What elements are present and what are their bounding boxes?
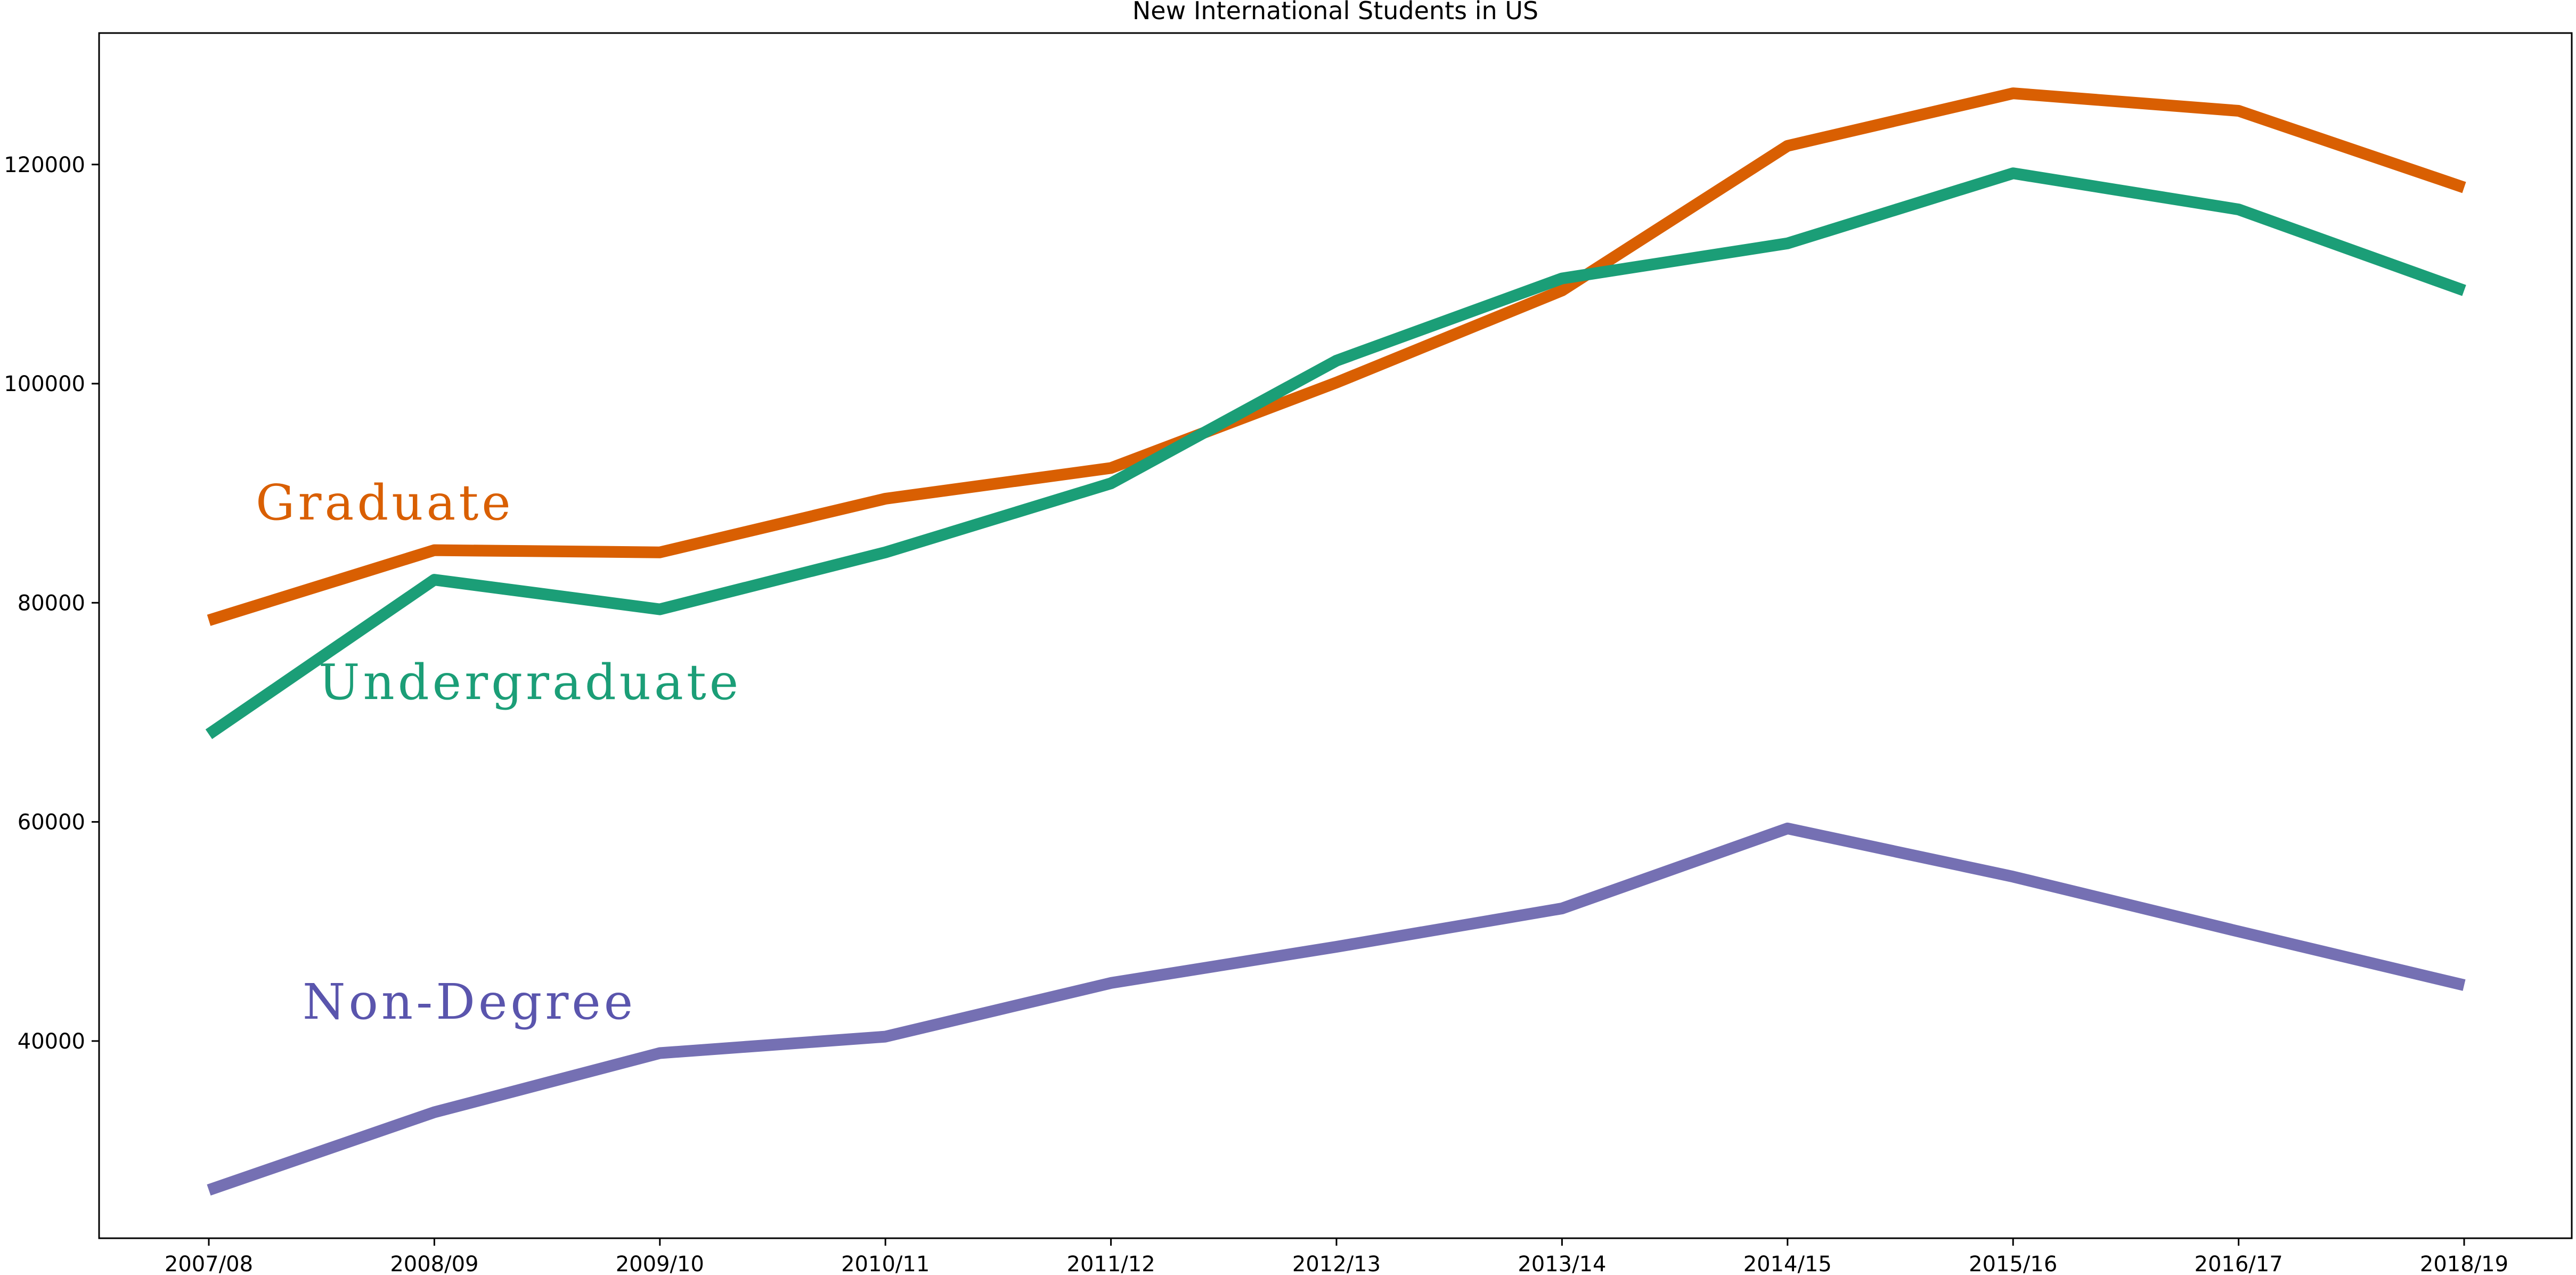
x-tick-label: 2011/12	[1067, 1252, 1155, 1275]
series-layer	[205, 87, 2466, 1196]
annotation-layer: Graduate Undergraduate Non-Degree	[256, 474, 741, 1030]
y-axis: 40000 60000 80000 100000 120000	[4, 153, 99, 1054]
x-tick-label: 2008/09	[390, 1252, 478, 1275]
series-label-non-degree: Non-Degree	[303, 973, 636, 1030]
x-tick-label: 2015/16	[1969, 1252, 2057, 1275]
series-label-undergraduate: Undergraduate	[319, 654, 741, 711]
x-tick-label: 2013/14	[1518, 1252, 1606, 1275]
y-tick-label: 120000	[4, 153, 85, 177]
series-line-graduate	[207, 87, 2466, 626]
x-axis: 2007/08 2008/09 2009/10 2010/11 2011/12 2012/…	[165, 1238, 2508, 1275]
series-label-graduate: Graduate	[256, 474, 514, 531]
y-tick-label: 100000	[4, 372, 85, 396]
x-tick-label: 2018/19	[2420, 1252, 2508, 1275]
y-tick-label: 40000	[18, 1029, 85, 1054]
x-tick-label: 2014/15	[1743, 1252, 1832, 1275]
series-line-undergraduate	[205, 167, 2466, 740]
y-tick-label: 60000	[18, 810, 85, 835]
x-tick-label: 2010/11	[841, 1252, 930, 1275]
chart-title: New International Students in US	[1132, 0, 1538, 25]
x-tick-label: 2009/10	[616, 1252, 704, 1275]
y-tick-label: 80000	[18, 591, 85, 615]
series-line-non-degree	[207, 822, 2466, 1196]
x-tick-label: 2016/17	[2195, 1252, 2283, 1275]
x-tick-label: 2007/08	[165, 1252, 253, 1275]
x-tick-label: 2012/13	[1292, 1252, 1381, 1275]
plot-frame	[98, 32, 2573, 1239]
